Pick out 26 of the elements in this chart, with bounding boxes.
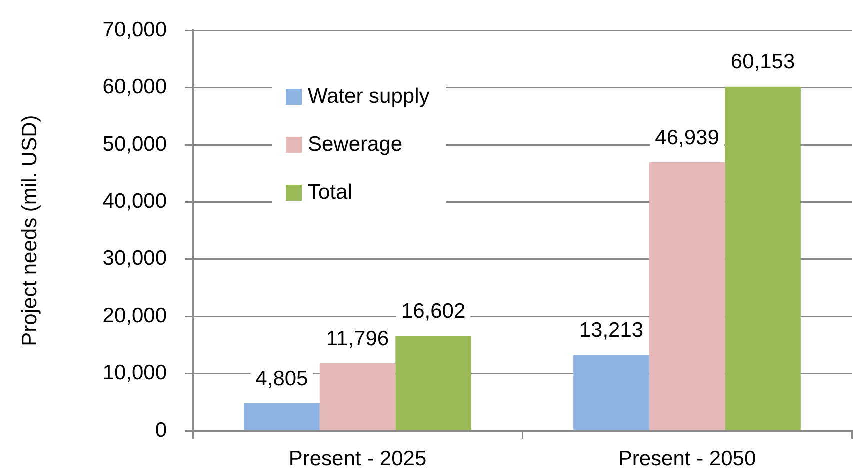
y-tick-label: 0	[155, 418, 167, 442]
data-label: 46,939	[655, 126, 720, 150]
bar	[725, 86, 801, 430]
y-tick-label: 20,000	[102, 304, 167, 328]
bar	[244, 404, 320, 430]
bar	[574, 355, 650, 430]
y-tick-label: 10,000	[102, 362, 167, 385]
data-label: 11,796	[326, 327, 390, 350]
y-tick-label: 70,000	[102, 18, 167, 42]
x-tick-label: Present - 2025	[288, 447, 427, 470]
bar	[320, 364, 396, 430]
bar	[649, 162, 726, 430]
y-tick-label: 40,000	[102, 190, 167, 213]
data-label: 4,805	[256, 367, 308, 390]
y-tick-label: 60,000	[102, 76, 167, 99]
data-label: 60,153	[730, 50, 796, 74]
y-tick-label: 50,000	[102, 132, 167, 156]
data-label: 13,213	[579, 319, 644, 342]
y-axis-title: Project needs (mil. USD)	[18, 115, 42, 346]
legend-label: Sewerage	[308, 132, 403, 157]
data-label: 16,602	[401, 300, 466, 323]
bar	[396, 336, 472, 430]
legend-label: Total	[308, 180, 352, 205]
y-tick-label: 30,000	[102, 247, 167, 270]
x-tick-label: Present - 2050	[618, 447, 756, 470]
legend-label: Water supply	[308, 84, 430, 109]
